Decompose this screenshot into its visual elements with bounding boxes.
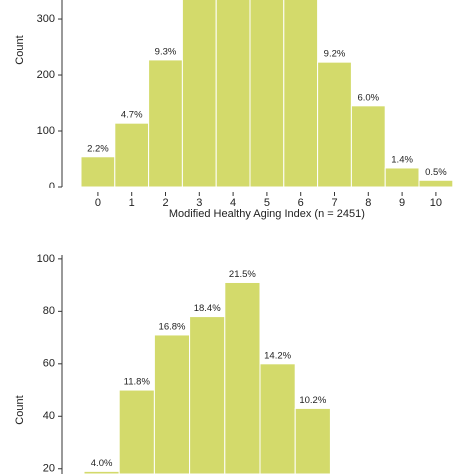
y-axis-label: Count	[14, 35, 26, 64]
y-axis-label: Count	[14, 395, 26, 424]
x-tick-label: 8	[365, 197, 371, 209]
percent-label: 9.2%	[324, 49, 346, 60]
y-tick-label: 100	[37, 125, 55, 137]
bar	[118, 389, 155, 474]
y-tick-label: 20	[43, 463, 55, 474]
bar	[148, 59, 183, 188]
plot: 0 100 200 300 2.2% 4.7% 9.3% 9.2% 6.0% 1.4% 0.5%	[37, 0, 454, 193]
bar	[153, 334, 191, 474]
x-axis-label: Modified Healthy Aging Index (n = 2451)	[169, 208, 365, 220]
percent-label: 18.4%	[194, 303, 221, 314]
y-tick-label: 0	[49, 181, 55, 193]
bar	[181, 0, 217, 188]
bar	[259, 363, 296, 474]
bar	[80, 156, 116, 188]
bar	[224, 281, 261, 474]
x-tick-label: 7	[331, 197, 337, 209]
x-tick-label: 1	[129, 197, 135, 209]
y-tick-label: 100	[37, 253, 55, 265]
bar	[114, 122, 150, 188]
percent-label: 2.2%	[87, 143, 109, 154]
percent-label: 10.2%	[299, 395, 326, 406]
x-tick-label: 6	[298, 197, 304, 209]
percent-label: 0.5%	[425, 167, 447, 178]
percent-label: 21.5%	[229, 269, 256, 280]
bar	[249, 0, 285, 188]
bar	[189, 316, 226, 474]
bar	[215, 0, 251, 188]
percent-label: 1.4%	[391, 154, 413, 165]
bar	[350, 105, 386, 188]
percent-label: 4.0%	[91, 458, 113, 469]
y-tick-label: 60	[43, 358, 55, 370]
y-tick-label: 300	[37, 13, 55, 25]
y-tick-label: 80	[43, 305, 55, 317]
x-tick-label: 2	[162, 197, 168, 209]
bar	[418, 179, 454, 188]
bar	[294, 407, 331, 474]
x-tick-label: 3	[196, 197, 202, 209]
x-tick-label: 4	[230, 197, 236, 209]
percent-label: 9.3%	[155, 46, 177, 57]
plot: 20 40 60 80 100 4.0% 11.8% 16.8% 18.4% 21.5% 14.2%…	[37, 253, 331, 474]
y-tick-label: 40	[43, 410, 55, 422]
bar	[283, 0, 319, 188]
bar	[317, 61, 352, 188]
x-tick-label: 9	[399, 197, 405, 209]
x-tick-label: 10	[430, 197, 442, 209]
percent-label: 11.8%	[124, 377, 151, 388]
y-tick-label: 200	[37, 69, 55, 81]
x-tick-label: 0	[95, 197, 101, 209]
percent-label: 4.7%	[121, 110, 143, 121]
percent-label: 14.2%	[264, 350, 291, 361]
percent-label: 6.0%	[357, 92, 379, 103]
percent-label: 16.8%	[159, 321, 186, 332]
bar	[384, 167, 420, 188]
x-tick-label: 5	[264, 197, 270, 209]
